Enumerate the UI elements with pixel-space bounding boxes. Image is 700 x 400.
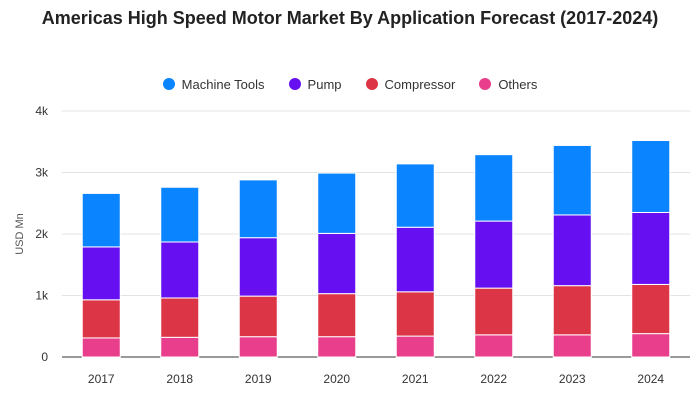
bar-segment-compressor xyxy=(474,287,514,336)
legend-item-machine-tools[interactable]: Machine Tools xyxy=(162,76,265,92)
bar-segment-pump xyxy=(395,226,435,293)
bar-segment-pump xyxy=(317,232,357,295)
legend-label: Machine Tools xyxy=(181,76,265,92)
legend-label: Others xyxy=(498,76,538,92)
legend-label: Compressor xyxy=(384,76,456,92)
bar-segment-machine-tools xyxy=(474,154,514,222)
bar-segment-compressor xyxy=(317,293,357,338)
bar-segment-others xyxy=(238,336,278,358)
bar-segment-compressor xyxy=(552,285,592,336)
legend-swatch xyxy=(288,78,301,90)
y-tick-label: 4k xyxy=(35,104,49,118)
legend-swatch xyxy=(365,78,378,90)
bar-segment-pump xyxy=(160,241,200,299)
legend-swatch xyxy=(162,78,175,90)
legend-item-pump[interactable]: Pump xyxy=(288,76,342,92)
bar-segment-machine-tools xyxy=(395,163,435,228)
bar-segment-machine-tools xyxy=(81,192,121,248)
bar-segment-pump xyxy=(474,220,514,289)
y-axis-label: USD Mn xyxy=(14,213,26,255)
bar-segment-pump xyxy=(81,246,121,301)
bar-segment-others xyxy=(474,334,514,358)
bar-segment-others xyxy=(317,336,357,358)
bar-segment-pump xyxy=(238,237,278,297)
x-tick-label: 2017 xyxy=(88,372,115,386)
bar-segment-compressor xyxy=(160,297,200,338)
bar-segment-machine-tools xyxy=(317,172,357,234)
x-tick-label: 2021 xyxy=(402,372,429,386)
bar-segment-others xyxy=(395,335,435,358)
bar-segment-others xyxy=(81,337,121,358)
bar-segment-compressor xyxy=(631,283,671,335)
x-tick-label: 2020 xyxy=(323,372,350,386)
bar-segment-machine-tools xyxy=(160,186,200,243)
bar-segment-machine-tools xyxy=(552,144,592,216)
x-tick-label: 2023 xyxy=(559,372,586,386)
chart-legend: Machine Tools Pump Compressor Others xyxy=(0,75,700,93)
bar-segment-pump xyxy=(552,214,592,287)
x-tick-label: 2022 xyxy=(480,372,507,386)
x-tick-label: 2018 xyxy=(166,372,193,386)
bar-segment-others xyxy=(552,334,592,358)
bar-segment-machine-tools xyxy=(631,140,671,213)
x-tick-label: 2019 xyxy=(245,372,272,386)
legend-item-compressor[interactable]: Compressor xyxy=(365,76,456,92)
legend-item-others[interactable]: Others xyxy=(479,77,537,92)
y-tick-label: 3k xyxy=(35,166,49,180)
bar-segment-compressor xyxy=(395,291,435,337)
bar-segment-others xyxy=(160,336,200,358)
bar-segment-pump xyxy=(631,211,671,285)
y-tick-label: 1k xyxy=(35,289,49,303)
bar-segment-machine-tools xyxy=(238,179,278,239)
y-tick-label: 0 xyxy=(41,350,48,364)
bar-segment-compressor xyxy=(238,295,278,338)
x-tick-label: 2024 xyxy=(637,372,664,386)
legend-swatch xyxy=(479,78,492,90)
bar-segment-compressor xyxy=(81,299,121,339)
bar-segment-others xyxy=(631,333,671,358)
legend-label: Pump xyxy=(307,76,342,92)
y-tick-label: 2k xyxy=(35,227,49,241)
chart-title: Americas High Speed Motor Market By Appl… xyxy=(41,8,659,28)
